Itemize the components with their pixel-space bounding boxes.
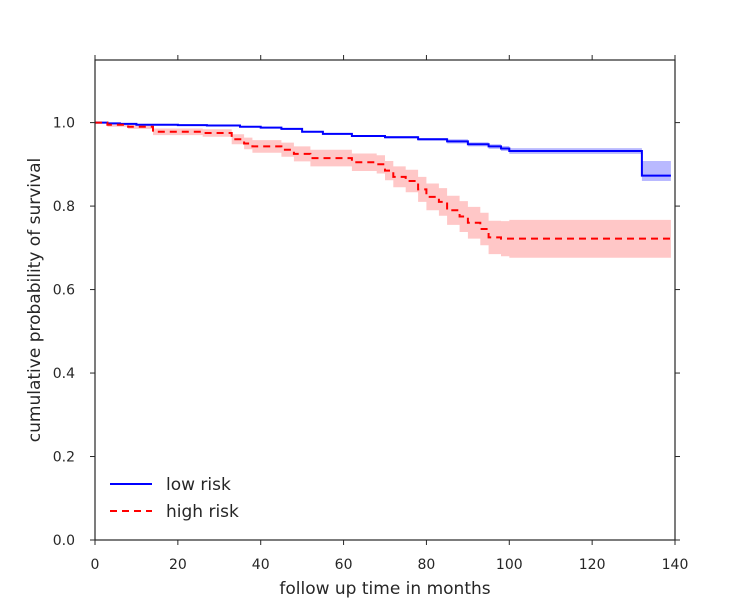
survival-curves xyxy=(95,121,671,240)
y-tick-labels: 0.0 0.2 0.4 0.6 0.8 1.0 xyxy=(53,116,75,549)
x-tick-label: 120 xyxy=(579,557,606,573)
x-tick-label: 140 xyxy=(662,557,689,573)
y-tick-label: 0.0 xyxy=(53,533,75,549)
survival-line-low-risk xyxy=(95,121,671,177)
y-tick-label: 0.2 xyxy=(53,450,75,466)
x-tick-label: 40 xyxy=(252,557,270,573)
confidence-bands xyxy=(95,122,671,294)
x-tick-label: 60 xyxy=(335,557,353,573)
x-tick-label: 20 xyxy=(169,557,187,573)
confidence-band-high-risk xyxy=(95,122,671,294)
axis-ticks xyxy=(90,55,680,545)
y-tick-label: 1.0 xyxy=(53,116,75,132)
legend-label-high-risk: high risk xyxy=(166,502,239,522)
plot-frame xyxy=(94,59,676,541)
legend: low risk high risk xyxy=(110,475,239,522)
y-tick-label: 0.6 xyxy=(53,283,75,299)
y-tick-label: 0.8 xyxy=(53,199,75,215)
survival-line-high-risk xyxy=(95,121,671,240)
y-tick-label: 0.4 xyxy=(53,366,75,382)
x-tick-label: 0 xyxy=(91,557,100,573)
y-axis-title: cumulative probability of survival xyxy=(25,158,45,442)
x-axis-title: follow up time in months xyxy=(279,579,490,599)
x-tick-label: 80 xyxy=(418,557,436,573)
x-tick-label: 100 xyxy=(496,557,523,573)
x-tick-labels: 0 20 40 60 80 100 120 140 xyxy=(91,557,689,573)
legend-label-low-risk: low risk xyxy=(166,475,231,495)
